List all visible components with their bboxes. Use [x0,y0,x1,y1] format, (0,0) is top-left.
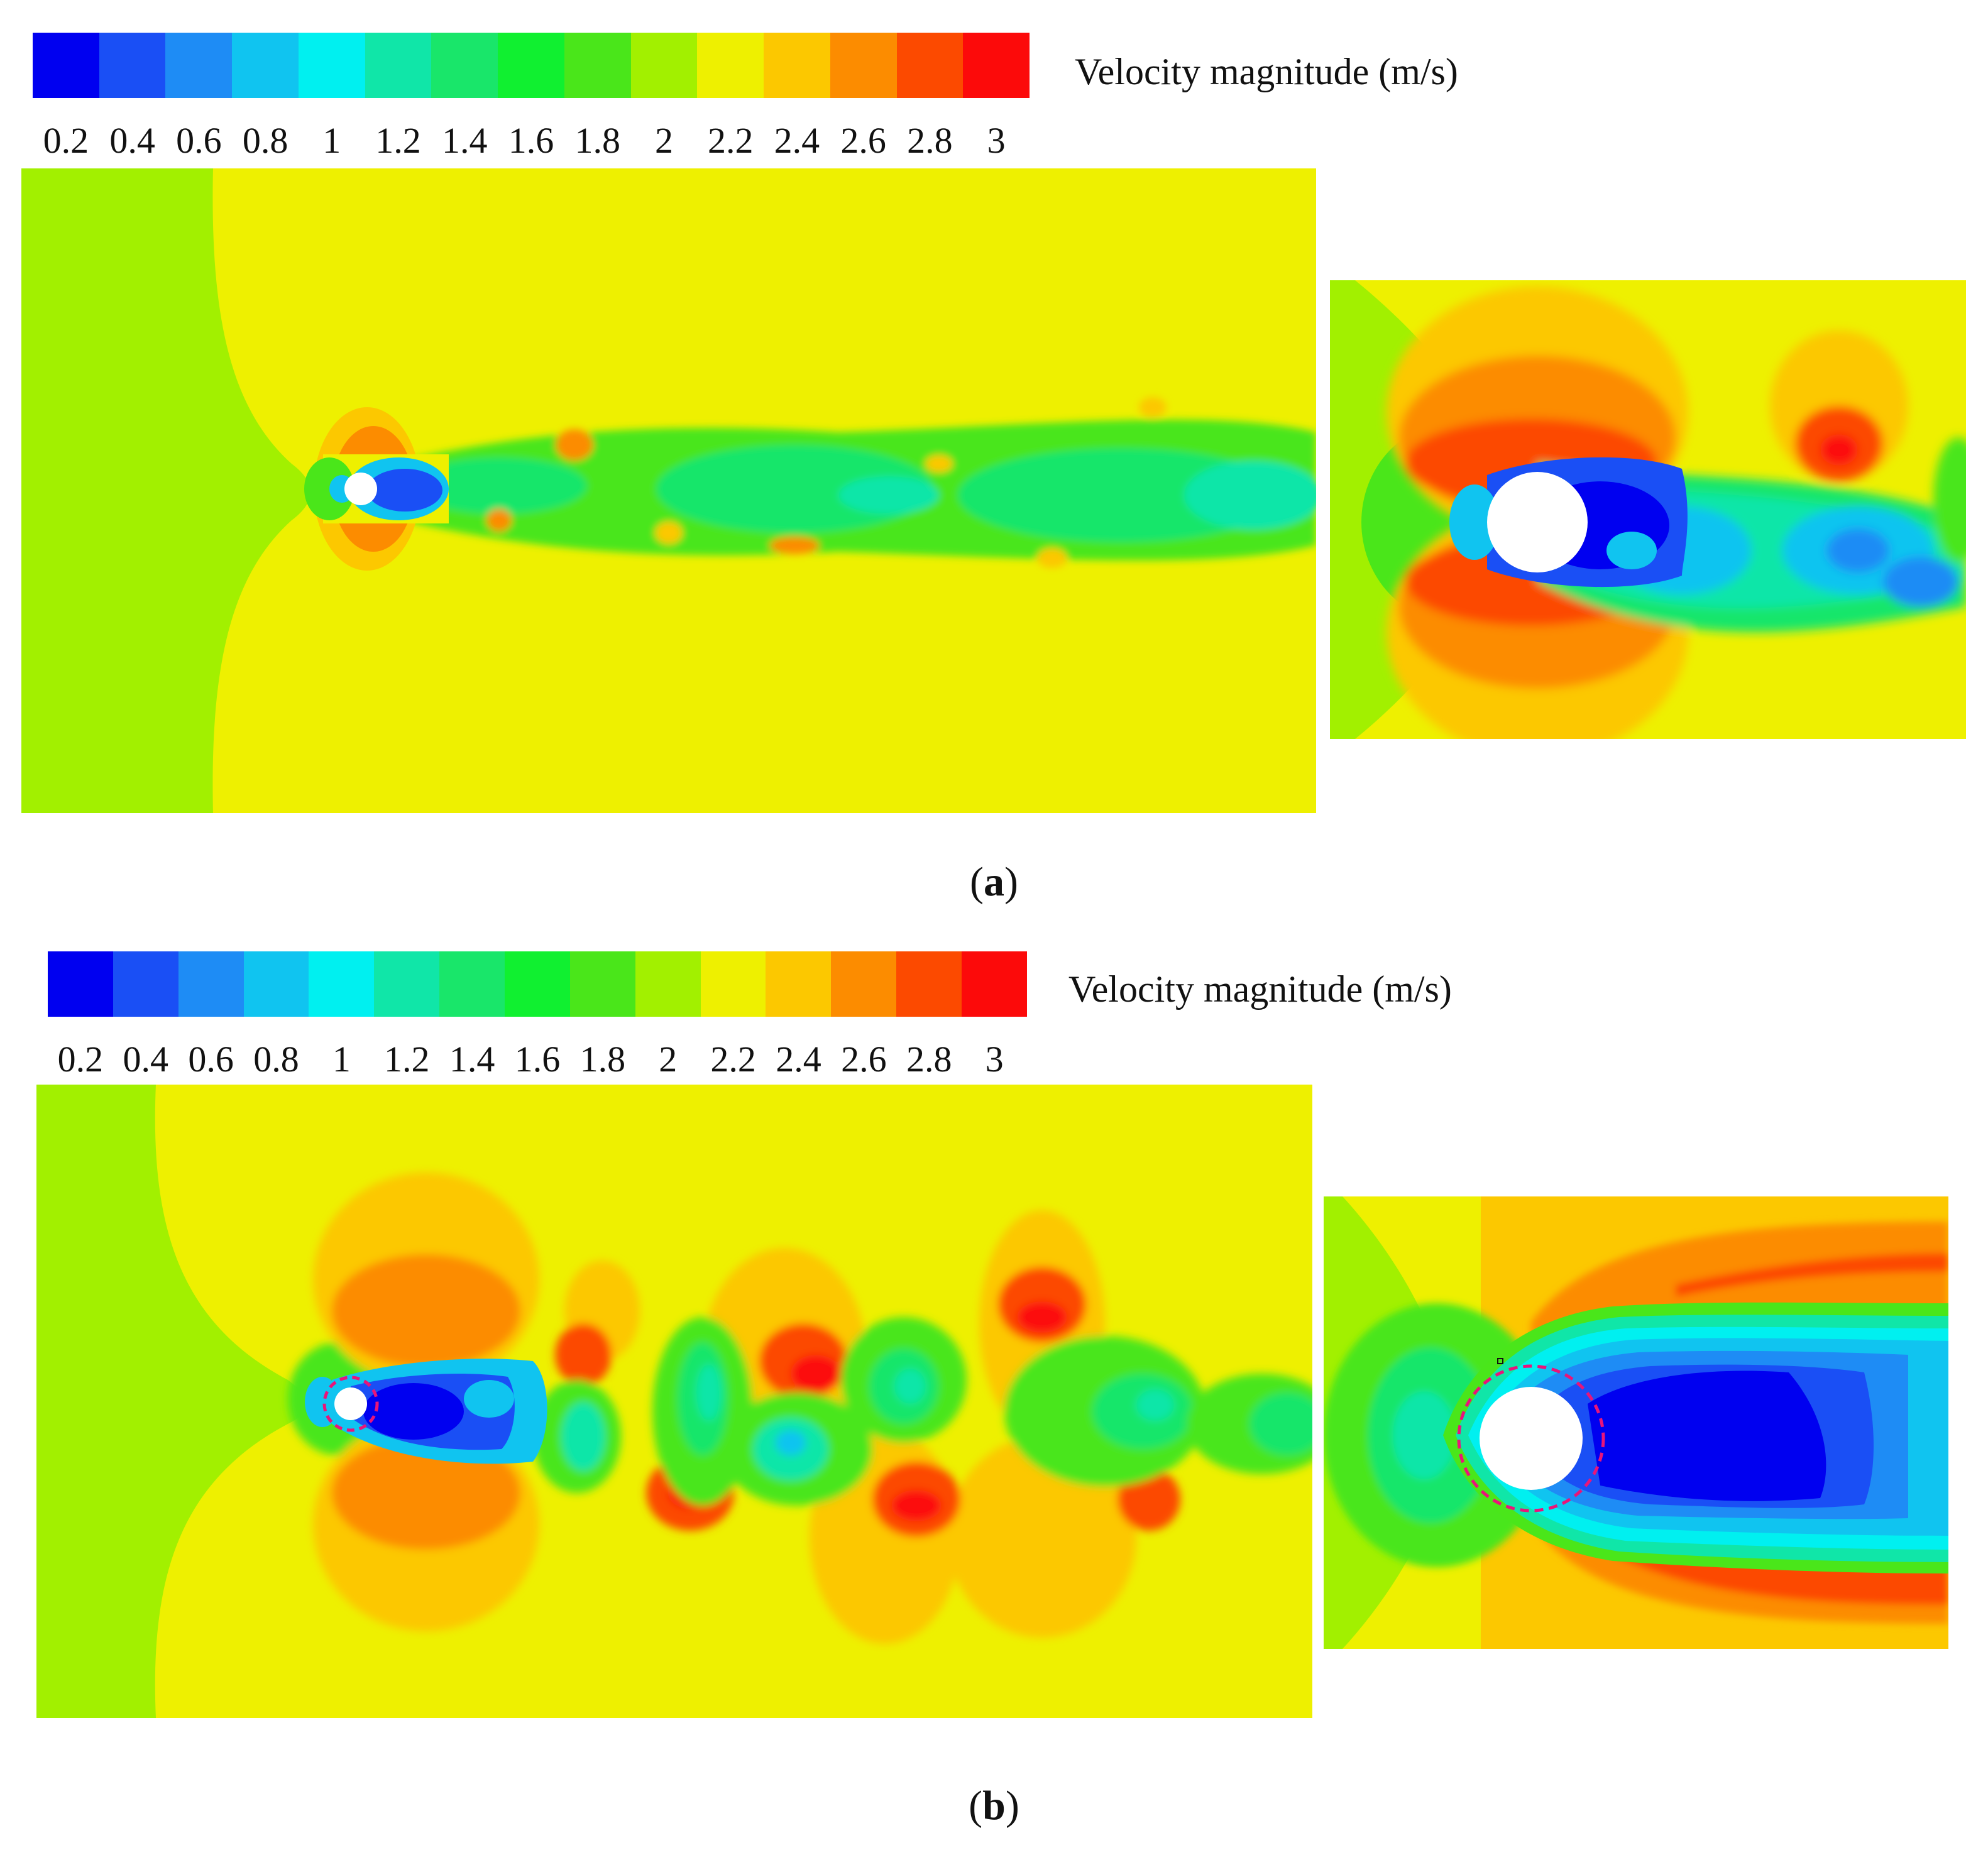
colorbar-swatch [831,951,897,1017]
colorbar-tick-label: 0.6 [176,120,222,161]
colorbar-b [48,951,1027,1017]
colorbar-tick-label: 1.8 [574,120,620,161]
colorbar-swatch [962,951,1027,1017]
colorbar-tick-label: 0.2 [43,120,89,161]
colorbar-swatch [232,33,299,98]
colorbar-swatch [505,951,570,1017]
colorbar-swatch [700,951,766,1017]
colorbar-tick-label: 0.8 [253,1039,299,1080]
colorbar-tick-label: 2.4 [774,120,820,161]
colorbar-tick-label: 1.2 [375,120,421,161]
flow-field-b [36,1085,1312,1718]
colorbar-swatch [99,33,166,98]
colorbar-tick-label: 2.8 [906,1039,952,1080]
colorbar-swatch [243,951,309,1017]
colorbar-tick-label: 2.2 [707,120,754,161]
colorbar-tick-label: 0.2 [57,1039,104,1080]
colorbar-swatch [569,951,635,1017]
colorbar-swatch [830,33,897,98]
colorbar-swatch [498,33,564,98]
colorbar-tick-label: 0.4 [109,120,155,161]
colorbar-tick-label: 0.8 [242,120,288,161]
colorbar-tick-label: 3 [985,1039,1004,1080]
colorbar-swatch [766,951,832,1017]
colorbar-swatch [365,33,432,98]
colorbar-swatch [431,33,498,98]
colorbar-swatch [896,33,964,98]
zoom-field-b [1324,1196,1948,1649]
colorbar-tick-label: 1.8 [579,1039,626,1080]
colorbar-ticks-a: 0.2 0.4 0.6 0.8 1 1.2 1.4 1.6 1.8 2 2.2 2.4 2.6 2.8 3 [33,119,1030,163]
colorbar-swatch [697,33,764,98]
colorbar-tick-label: 2.8 [907,120,953,161]
colorbar-tick-label: 2.6 [840,120,886,161]
colorbar-swatch [298,33,365,98]
colorbar-tick-label: 2.2 [710,1039,756,1080]
colorbar-tick-label: 1.6 [514,1039,561,1080]
colorbar-tick-label: 2.6 [841,1039,887,1080]
colorbar-tick-label: 1 [332,1039,351,1080]
colorbar-tick-label: 1 [322,120,341,161]
colorbar-swatch [635,951,701,1017]
colorbar-swatch [630,33,698,98]
zoom-field-a [1330,280,1966,739]
colorbar-tick-label: 1.6 [508,120,554,161]
colorbar-title-a: Velocity magnitude (m/s) [1075,51,1458,92]
colorbar-tick-label: 2 [654,120,673,161]
colorbar-tick-label: 2.4 [776,1039,821,1080]
panel-b: 0.2 0.4 0.6 0.8 1 1.2 1.4 1.6 1.8 2 2.2 2.4 2.6 2.8 3 … [0,928,1988,1855]
colorbar-swatch [48,951,113,1017]
panel-label-b: (b) [969,1783,1019,1829]
colorbar-swatch [564,33,631,98]
colorbar-title-b: Velocity magnitude (m/s) [1068,968,1452,1010]
colorbar-tick-label: 1.4 [442,120,488,161]
colorbar-tick-label: 0.6 [188,1039,234,1080]
colorbar-tick-label: 2 [659,1039,678,1080]
colorbar-swatch [439,951,505,1017]
colorbar-swatch [309,951,375,1017]
panel-a: 0.2 0.4 0.6 0.8 1 1.2 1.4 1.6 1.8 2 2.2 2.4 2.6 2.8 3 … [21,33,1966,905]
panel-label-a: (a) [970,859,1018,905]
colorbar-swatch [764,33,830,98]
colorbar-tick-label: 1.2 [384,1039,430,1080]
colorbar-swatch [113,951,178,1017]
colorbar-tick-label: 3 [987,120,1006,161]
colorbar-tick-label: 1.4 [449,1039,495,1080]
colorbar-a [33,33,1030,98]
colorbar-tick-label: 0.4 [123,1039,169,1080]
colorbar-swatch [178,951,244,1017]
colorbar-swatch [33,33,99,98]
colorbar-swatch [165,33,233,98]
colorbar-swatch [963,33,1030,98]
colorbar-swatch [374,951,440,1017]
flow-field-a [21,168,1316,813]
colorbar-swatch [896,951,962,1017]
colorbar-ticks-b: 0.2 0.4 0.6 0.8 1 1.2 1.4 1.6 1.8 2 2.2 2.4 2.6 2.8 3 [48,1038,1027,1082]
